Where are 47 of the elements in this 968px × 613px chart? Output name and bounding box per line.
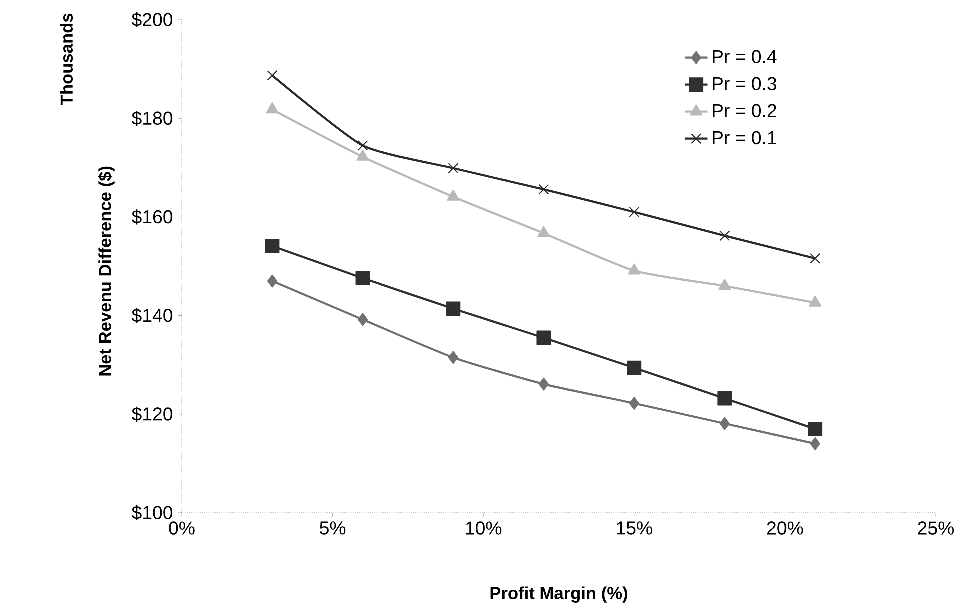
point: [629, 207, 640, 218]
legend-label: Pr = 0.1: [713, 131, 776, 145]
y-tick-label: $100: [132, 505, 173, 521]
point: [810, 253, 821, 264]
point: [448, 163, 459, 174]
x-tick-label: 25%: [918, 522, 954, 535]
legend-label: Pr = 0.3: [713, 77, 777, 90]
point: [538, 184, 550, 195]
x-tick-label: 5%: [320, 522, 346, 535]
x-tick-label: 15%: [617, 522, 652, 535]
point: [356, 271, 370, 286]
point: [356, 150, 370, 161]
point: [266, 102, 279, 114]
point: [627, 360, 642, 376]
point: [446, 302, 461, 316]
legend-label: Pr = 0.2: [713, 104, 776, 118]
y-tick-label: $180: [132, 111, 173, 126]
legend-label: Pr = 0.4: [713, 50, 777, 64]
point: [628, 264, 641, 275]
point: [265, 239, 280, 254]
x-tick-label: 20%: [767, 522, 804, 535]
y-axis-title: Net Revenu Difference ($): [98, 166, 115, 376]
point: [718, 279, 732, 290]
x-axis-title: Profit Margin (%): [490, 586, 628, 603]
y-tick-label: $160: [132, 210, 173, 225]
point: [538, 226, 550, 238]
point: [448, 351, 458, 364]
point: [538, 378, 549, 391]
point: [809, 296, 822, 307]
point: [267, 70, 278, 81]
point: [267, 274, 278, 288]
point: [720, 230, 730, 242]
y-tick-label: $140: [132, 308, 173, 324]
point: [447, 190, 460, 201]
point: [810, 437, 820, 451]
point: [718, 391, 732, 406]
point: [808, 422, 823, 436]
point: [720, 417, 730, 430]
y-tick-label: $120: [132, 406, 173, 422]
y-tick-label: $200: [132, 12, 173, 28]
point: [358, 313, 368, 326]
x-tick-label: 0%: [169, 522, 195, 535]
x-tick-label: 10%: [466, 522, 502, 535]
point: [536, 330, 552, 346]
point: [629, 397, 640, 410]
point: [358, 140, 368, 151]
text: Thousands: [60, 14, 74, 106]
